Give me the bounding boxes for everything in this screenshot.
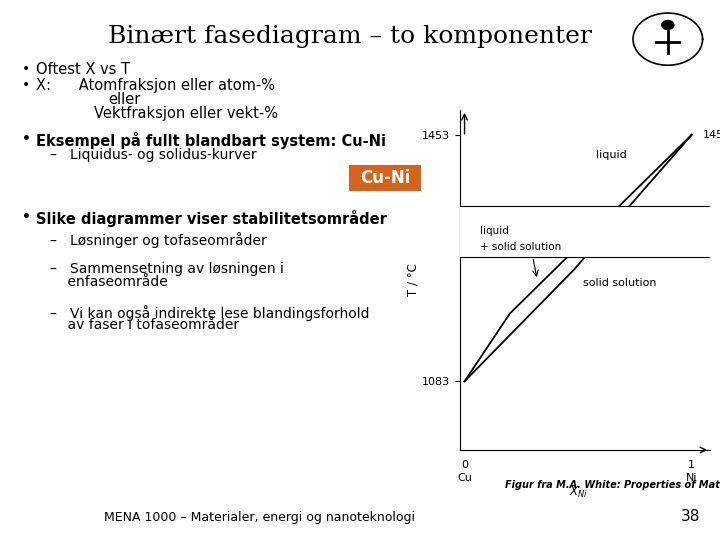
- Text: 1453: 1453: [703, 130, 720, 140]
- Text: eller: eller: [108, 92, 140, 107]
- Text: –   Løsninger og tofaseområder: – Løsninger og tofaseområder: [50, 232, 266, 248]
- Text: –   Sammensetning av løsningen i: – Sammensetning av løsningen i: [50, 262, 284, 276]
- Text: Eksempel på fullt blandbart system: Cu-Ni: Eksempel på fullt blandbart system: Cu-N…: [36, 132, 386, 149]
- Text: Ni: Ni: [686, 474, 698, 483]
- Text: MENA 1000 – Materialer, energi og nanoteknologi: MENA 1000 – Materialer, energi og nanote…: [104, 511, 415, 524]
- Text: Vektfraksjon eller vekt-%: Vektfraksjon eller vekt-%: [94, 106, 278, 121]
- Text: Binært fasediagram – to komponenter: Binært fasediagram – to komponenter: [108, 25, 592, 48]
- Text: Cu-Ni: Cu-Ni: [360, 169, 410, 187]
- Text: –   Liquidus- og solidus-kurver: – Liquidus- og solidus-kurver: [50, 148, 256, 162]
- Text: Slike diagrammer viser stabilitetsområder: Slike diagrammer viser stabilitetsområde…: [36, 210, 387, 227]
- FancyBboxPatch shape: [349, 165, 421, 191]
- Text: 38: 38: [680, 509, 700, 524]
- Text: Figur fra M.A. White: Properties of Materials: Figur fra M.A. White: Properties of Mate…: [505, 480, 720, 490]
- Text: •: •: [22, 78, 30, 92]
- Text: + solid solution: + solid solution: [480, 242, 562, 252]
- Text: av faser i tofaseområder: av faser i tofaseområder: [50, 318, 239, 332]
- Text: 1: 1: [688, 460, 696, 470]
- Text: •: •: [22, 62, 30, 76]
- Text: Cu: Cu: [457, 474, 472, 483]
- Text: X:      Atomfraksjon eller atom-%: X: Atomfraksjon eller atom-%: [36, 78, 275, 93]
- Text: $X_{Ni}$: $X_{Ni}$: [569, 485, 588, 500]
- Text: Oftest X vs T: Oftest X vs T: [36, 62, 130, 77]
- Text: liquid: liquid: [596, 150, 627, 160]
- Text: solid solution: solid solution: [582, 278, 656, 288]
- Y-axis label: T / °C: T / °C: [406, 264, 419, 296]
- Text: enfaseområde: enfaseområde: [50, 275, 168, 289]
- Text: •: •: [22, 132, 31, 146]
- Text: –   Vi kan også indirekte lese blandingsforhold: – Vi kan også indirekte lese blandingsfo…: [50, 305, 369, 321]
- Circle shape: [662, 21, 674, 30]
- Text: liquid: liquid: [480, 226, 509, 237]
- FancyBboxPatch shape: [248, 206, 720, 258]
- Text: 0: 0: [461, 460, 468, 470]
- Text: •: •: [22, 210, 31, 224]
